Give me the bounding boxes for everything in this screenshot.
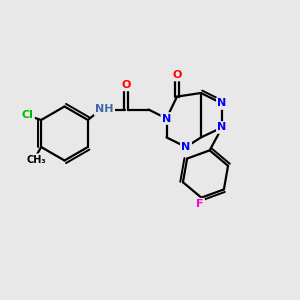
Text: Cl: Cl (22, 110, 34, 121)
Text: O: O (172, 70, 182, 80)
Text: N: N (182, 142, 190, 152)
Text: N: N (218, 122, 226, 133)
Text: NH: NH (95, 104, 114, 115)
Text: N: N (162, 113, 171, 124)
Text: CH₃: CH₃ (27, 154, 46, 165)
Text: O: O (121, 80, 131, 90)
Text: F: F (196, 199, 204, 209)
Text: N: N (218, 98, 226, 109)
